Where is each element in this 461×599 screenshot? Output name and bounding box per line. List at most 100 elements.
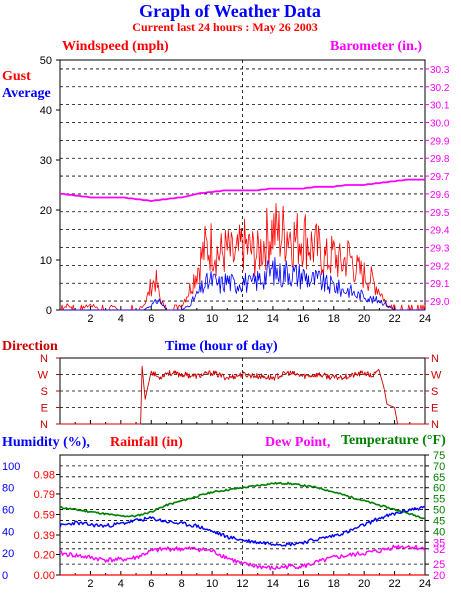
- humidity-ytick-label: 80: [2, 483, 14, 495]
- wind-ytick-right-label: 30.3: [430, 65, 450, 76]
- temp-ytick-label: 70: [433, 461, 445, 473]
- wind-ytick-right-label: 30.0: [430, 119, 450, 130]
- wind-xtick-label: 22: [388, 313, 400, 325]
- wind-xtick-label: 14: [267, 313, 279, 325]
- temp-ytick-label: 50: [433, 505, 445, 517]
- temperature-axis-title: Temperature (°F): [341, 433, 446, 448]
- wind-ytick-right-label: 30.2: [430, 83, 450, 94]
- direction-ytick-left-label: W: [38, 370, 49, 382]
- direction-ytick-right-label: E: [431, 403, 438, 415]
- temp-ytick-label: 60: [433, 483, 445, 495]
- humidity-xtick-label: 6: [148, 578, 154, 590]
- humidity-xtick-label: 16: [297, 578, 309, 590]
- humidity-xtick-label: 12: [236, 578, 248, 590]
- humidity-xtick-label: 18: [328, 578, 340, 590]
- page-title: Graph of Weather Data: [139, 1, 321, 21]
- wind-ytick-right-label: 29.0: [430, 297, 450, 308]
- wind-ytick-left-label: 30: [40, 155, 52, 167]
- wind-ytick-right-label: 29.3: [430, 244, 450, 255]
- wind-ytick-right-label: 29.7: [430, 172, 450, 183]
- rainfall-ytick-label: 0.20: [34, 549, 55, 561]
- humidity-ytick-label: 20: [2, 548, 14, 560]
- temp-ytick-label: 32: [433, 544, 445, 556]
- humidity-ytick-label: 100: [2, 461, 20, 473]
- rainfall-axis-title: Rainfall (in): [110, 435, 183, 450]
- wind-ytick-right-label: 29.1: [430, 279, 450, 290]
- direction-ytick-right-label: N: [431, 419, 439, 431]
- direction-ytick-left-label: N: [40, 419, 48, 431]
- direction-ytick-right-label: N: [431, 353, 439, 365]
- wind-ytick-left-label: 40: [40, 105, 52, 117]
- temp-ytick-label: 55: [433, 494, 445, 506]
- humidity-xtick-label: 20: [358, 578, 370, 590]
- humidity-xtick-label: 8: [179, 578, 185, 590]
- dew-point-axis-title: Dew Point,: [265, 435, 330, 450]
- direction-ytick-left-label: S: [41, 386, 48, 398]
- wind-ytick-left-label: 10: [40, 255, 52, 267]
- humidity-xtick-label: 4: [118, 578, 124, 590]
- temp-ytick-label: 75: [433, 450, 445, 462]
- temp-ytick-label: 45: [433, 515, 445, 527]
- rainfall-ytick-label: 0.39: [34, 530, 55, 542]
- wind-xtick-label: 4: [118, 313, 124, 325]
- wind-ytick-right-label: 29.9: [430, 136, 450, 147]
- temp-ytick-label: 25: [433, 559, 445, 571]
- wind-ytick-left-label: 0: [46, 305, 52, 317]
- time-axis-title: Time (hour of day): [165, 339, 278, 354]
- humidity-panel: 2 4 6 8 10 12 14 16 18 20 22 240204060801000.000.20…: [2, 450, 445, 590]
- wind-ytick-right-label: 29.5: [430, 208, 450, 219]
- humidity-ytick-label: 40: [2, 526, 14, 538]
- average-series-line: [60, 256, 425, 311]
- temp-ytick-label: 35: [433, 537, 445, 549]
- humidity-xtick-label: 22: [388, 578, 400, 590]
- gust-legend-label: Gust: [2, 69, 31, 84]
- wind-ytick-left-label: 50: [40, 55, 52, 67]
- direction-panel: N NW WS SE EN N: [38, 353, 442, 431]
- wind-ytick-right-label: 30.1: [430, 101, 450, 112]
- wind-xtick-label: 24: [419, 313, 431, 325]
- direction-ytick-right-label: W: [431, 370, 442, 382]
- humidity-ytick-label: 60: [2, 505, 14, 517]
- rainfall-ytick-label: 0.79: [34, 489, 55, 501]
- wind-xtick-label: 6: [148, 313, 154, 325]
- temp-ytick-label: 20: [433, 570, 445, 582]
- wind-xtick-label: 16: [297, 313, 309, 325]
- humidity-xtick-label: 14: [267, 578, 279, 590]
- humidity-xtick-label: 2: [87, 578, 93, 590]
- barometer-axis-title: Barometer (in.): [330, 39, 422, 54]
- humidity-xtick-label: 10: [206, 578, 218, 590]
- wind-ytick-right-label: 29.4: [430, 226, 450, 237]
- wind-ytick-right-label: 29.8: [430, 154, 450, 165]
- dew-point-series-line: [59, 544, 426, 571]
- wind-xtick-label: 12: [236, 313, 248, 325]
- wind-xtick-label: 18: [328, 313, 340, 325]
- humidity-xtick-label: 24: [419, 578, 431, 590]
- average-legend-label: Average: [2, 86, 51, 101]
- wind-xtick-label: 2: [87, 313, 93, 325]
- wind-xtick-label: 10: [206, 313, 218, 325]
- rainfall-ytick-label: 0.00: [34, 570, 55, 582]
- wind-panel: 2 4 6 8 10 12 14 16 18 20 22 240102030405029.029.12…: [40, 55, 450, 325]
- barometer-series-line: [60, 178, 425, 203]
- wind-ytick-right-label: 29.6: [430, 190, 450, 201]
- humidity-axis-title: Humidity (%),: [2, 435, 90, 450]
- rainfall-ytick-label: 0.98: [34, 469, 55, 481]
- humidity-series-line: [59, 505, 426, 547]
- wind-xtick-label: 20: [358, 313, 370, 325]
- temp-ytick-label: 40: [433, 526, 445, 538]
- direction-ytick-right-label: S: [431, 386, 438, 398]
- humidity-ytick-label: 0: [2, 570, 8, 582]
- temp-ytick-label: 65: [433, 472, 445, 484]
- rainfall-ytick-label: 0.59: [34, 509, 55, 521]
- windspeed-axis-title: Windspeed (mph): [62, 39, 169, 54]
- page-subtitle: Current last 24 hours : May 26 2003: [132, 20, 317, 34]
- temperature-series-line: [59, 481, 426, 520]
- direction-ytick-left-label: N: [40, 353, 48, 365]
- wind-ytick-right-label: 29.2: [430, 261, 450, 272]
- direction-title: Direction: [2, 339, 58, 354]
- wind-ytick-left-label: 20: [40, 205, 52, 217]
- wind-xtick-label: 8: [179, 313, 185, 325]
- direction-ytick-left-label: E: [41, 403, 48, 415]
